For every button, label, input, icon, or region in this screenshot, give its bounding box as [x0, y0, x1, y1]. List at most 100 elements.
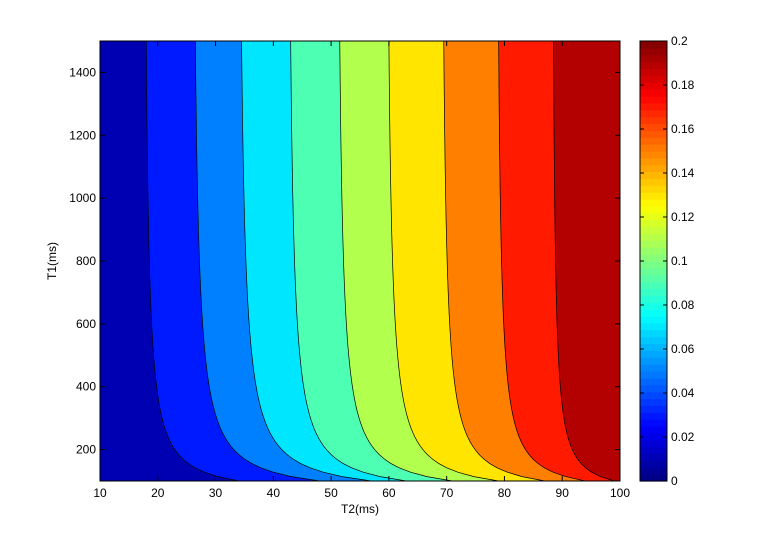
colorbar-step: [640, 419, 667, 427]
colorbar-step: [640, 405, 667, 413]
colorbar-step: [640, 357, 667, 365]
colorbar-step: [640, 151, 667, 159]
colorbar-step: [640, 54, 667, 63]
colorbar-step: [640, 130, 667, 138]
colorbar-tick-label: 0.12: [671, 210, 695, 224]
colorbar-step: [640, 247, 667, 255]
colorbar-step: [640, 316, 667, 324]
y-tick-label: 1200: [69, 128, 96, 142]
contour-line: [498, 41, 586, 481]
colorbar-step: [640, 144, 667, 152]
colorbar-step: [640, 164, 667, 173]
colorbar-tick-label: 0.08: [671, 298, 695, 312]
plot-area: 10 20 30 40 50 60 70 80 90 100 200 400 600 800 1000 12…: [69, 40, 630, 500]
colorbar-step: [640, 206, 667, 214]
colorbar-step: [640, 364, 667, 372]
colorbar-step: [640, 178, 667, 186]
colorbar-step: [640, 192, 667, 200]
colorbar-step: [640, 240, 667, 248]
colorbar-step: [640, 453, 667, 461]
y-tick-label: 400: [76, 380, 96, 394]
colorbar-step: [640, 391, 667, 400]
colorbar-tick-label: 0.04: [671, 386, 695, 400]
colorbar-step: [640, 322, 667, 331]
colorbar-step: [640, 281, 667, 290]
colorbar-step: [640, 47, 667, 56]
colorbar-step: [640, 295, 667, 303]
x-axis-ticks: 10 20 30 40 50 60 70 80 90 100: [93, 41, 630, 500]
contour-line: [443, 41, 545, 481]
contour-line: [194, 41, 320, 481]
colorbar-step: [640, 432, 667, 441]
colorbar-step: [640, 226, 667, 235]
x-tick-label: 30: [209, 486, 223, 500]
colorbar-step: [640, 467, 667, 475]
colorbar-tick-label: 0.16: [671, 122, 695, 136]
colorbar-step: [640, 412, 667, 420]
colorbar-step: [640, 302, 667, 310]
x-tick-label: 60: [382, 486, 396, 500]
colorbar-tick-label: 0.1: [671, 254, 688, 268]
colorbar-step: [640, 157, 667, 166]
colorbar-step: [640, 41, 667, 49]
colorbar-step: [640, 398, 667, 406]
colorbar-step: [640, 426, 667, 434]
colorbar-step: [640, 89, 667, 97]
colorbar-step: [640, 102, 667, 111]
x-tick-label: 40: [267, 486, 281, 500]
colorbar-step: [640, 171, 667, 180]
x-tick-label: 10: [93, 486, 107, 500]
colorbar-gradient: [640, 41, 667, 482]
colorbar-step: [640, 116, 667, 125]
y-tick-label: 1000: [69, 191, 96, 205]
colorbar-step: [640, 446, 667, 455]
colorbar-step: [640, 343, 667, 351]
colorbar-tick-label: 0: [671, 474, 678, 488]
x-tick-label: 80: [498, 486, 512, 500]
colorbar-step: [640, 75, 667, 83]
x-tick-label: 50: [324, 486, 338, 500]
y-tick-label: 1400: [69, 65, 96, 79]
colorbar-step: [640, 274, 667, 283]
colorbar-step: [640, 267, 667, 276]
y-tick-label: 800: [76, 254, 96, 268]
contour-line: [388, 41, 499, 481]
colorbar-step: [640, 474, 667, 482]
colorbar-step: [640, 123, 667, 131]
colorbar-step: [640, 212, 667, 221]
x-tick-label: 70: [440, 486, 454, 500]
colorbar-step: [640, 199, 667, 207]
colorbar-tick-label: 0.2: [671, 34, 688, 48]
colorbar-step: [640, 350, 667, 358]
colorbar-step: [640, 439, 667, 448]
colorbar-step: [640, 309, 667, 317]
colorbar-tick-label: 0.14: [671, 166, 695, 180]
colorbar-step: [640, 233, 667, 241]
colorbar-tick-label: 0.18: [671, 78, 695, 92]
x-tick-label: 100: [610, 486, 630, 500]
colorbar-step: [640, 61, 667, 70]
y-axis-label: T1(ms): [45, 242, 59, 280]
colorbar-step: [640, 336, 667, 345]
contour-line: [290, 41, 407, 481]
colorbar-step: [640, 68, 667, 76]
colorbar-step: [640, 261, 667, 269]
y-tick-label: 600: [76, 317, 96, 331]
colorbar-step: [640, 460, 667, 468]
colorbar-step: [640, 219, 667, 228]
colorbar-step: [640, 82, 667, 90]
colorbar-tick-label: 0.02: [671, 430, 695, 444]
colorbar-ticks: 0 0.02 0.04 0.06 0.08 0.1 0.12 0.14 0.16 0.18 0.2: [640, 34, 695, 488]
x-tick-label: 90: [556, 486, 570, 500]
y-axis-ticks: 200 400 600 800 1000 1200 1400: [69, 65, 620, 457]
x-axis-label: T2(ms): [341, 502, 379, 516]
colorbar-step: [640, 109, 667, 118]
colorbar-step: [640, 185, 667, 193]
colorbar-step: [640, 371, 667, 379]
colorbar-step: [640, 384, 667, 393]
y-tick-label: 200: [76, 443, 96, 457]
contour-fills: [100, 41, 620, 481]
contour-line: [339, 41, 453, 481]
colorbar-step: [640, 377, 667, 386]
